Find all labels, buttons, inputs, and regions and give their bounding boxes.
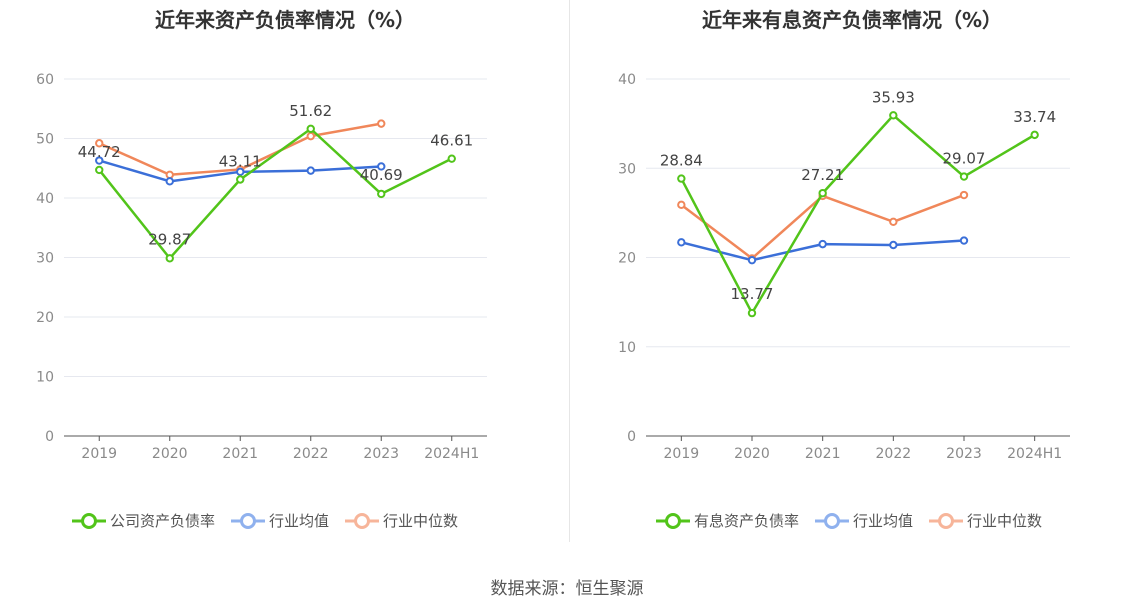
legend-item-company[interactable]: 有息资产负债率 xyxy=(656,510,799,531)
x-tick-label: 2023 xyxy=(946,446,982,462)
data-point-median xyxy=(306,131,315,141)
y-tick-label: 40 xyxy=(36,191,54,207)
right-line-chart: 0 10 20 30 40 2019 2020 2021 2022 2023 2024H1 28.84… xyxy=(618,72,1070,462)
data-point-company xyxy=(447,154,456,163)
legend-label: 有息资产负债率 xyxy=(694,512,800,530)
legend-median-icon xyxy=(929,512,964,529)
y-tick-label: 40 xyxy=(618,72,636,88)
data-label: 28.84 xyxy=(660,152,703,170)
data-point-company xyxy=(377,189,386,199)
y-tick-label: 0 xyxy=(627,429,636,445)
data-label: 46.61 xyxy=(430,132,473,150)
series-line-company xyxy=(680,114,1036,315)
chart-divider xyxy=(569,0,570,542)
legend-item-median[interactable]: 行业中位数 xyxy=(345,510,458,531)
left-chart-title: 近年来资产负债率情况（%） xyxy=(154,8,416,32)
legend-label: 公司资产负债率 xyxy=(110,512,216,530)
data-point-median xyxy=(889,217,898,227)
y-tick-label: 20 xyxy=(36,310,54,326)
x-tick-label: 2024H1 xyxy=(424,446,479,462)
data-point-company xyxy=(959,172,969,181)
legend-label: 行业中位数 xyxy=(967,512,1043,530)
data-point-median xyxy=(165,170,174,179)
legend-label: 行业中位数 xyxy=(383,512,459,530)
left-legend: 公司资产负债率 行业均值 行业中位数 xyxy=(72,510,474,531)
x-tick-label: 2022 xyxy=(876,446,912,462)
y-tick-label: 50 xyxy=(36,132,54,148)
legend-label: 行业均值 xyxy=(269,512,330,530)
x-tick-label: 2019 xyxy=(664,446,700,462)
data-label: 29.07 xyxy=(943,150,986,168)
data-point-company xyxy=(165,254,174,263)
legend-average-icon xyxy=(231,512,266,529)
legend-item-average[interactable]: 行业均值 xyxy=(815,510,913,531)
data-point-average xyxy=(306,166,315,175)
data-point-company xyxy=(236,175,245,184)
legend-item-company[interactable]: 公司资产负债率 xyxy=(72,510,215,531)
data-point-median xyxy=(95,139,104,148)
y-tick-label: 10 xyxy=(618,340,636,356)
legend-company-icon xyxy=(656,512,690,529)
legend-label: 行业均值 xyxy=(853,512,914,530)
x-tick-label: 2021 xyxy=(805,446,841,462)
data-point-median xyxy=(677,200,686,210)
x-tick-label: 2022 xyxy=(293,446,329,462)
legend-item-average[interactable]: 行业均值 xyxy=(231,510,329,531)
data-point-average xyxy=(747,255,757,265)
series-line-median xyxy=(680,193,965,260)
right-chart-title: 近年来有息资产负债率情况（%） xyxy=(701,8,1003,32)
data-point-median xyxy=(377,119,386,128)
y-tick-label: 10 xyxy=(36,370,54,386)
data-label: 35.93 xyxy=(872,88,915,106)
x-tick-label: 2021 xyxy=(222,446,258,462)
data-point-average xyxy=(959,236,969,245)
x-tick-label: 2020 xyxy=(152,446,188,462)
data-point-company xyxy=(889,111,898,120)
data-point-company xyxy=(95,165,104,175)
data-label: 43.11 xyxy=(219,152,262,170)
y-tick-label: 0 xyxy=(45,429,54,445)
series-line-company xyxy=(98,127,453,260)
data-point-company xyxy=(818,188,827,198)
y-tick-label: 60 xyxy=(36,72,54,88)
x-tick-label: 2024H1 xyxy=(1007,446,1062,462)
legend-average-icon xyxy=(815,512,850,529)
right-legend: 有息资产负债率 行业均值 行业中位数 xyxy=(656,510,1058,531)
data-point-average xyxy=(818,239,827,249)
data-label: 33.74 xyxy=(1013,108,1056,126)
data-label: 40.69 xyxy=(360,166,403,184)
data-label: 13.77 xyxy=(731,285,774,303)
data-point-average xyxy=(236,167,245,177)
data-label: 27.21 xyxy=(801,166,844,184)
data-source: 数据来源：恒生聚源 xyxy=(490,579,644,599)
x-tick-label: 2019 xyxy=(81,446,117,462)
legend-company-icon xyxy=(72,512,106,529)
legend-item-median[interactable]: 行业中位数 xyxy=(929,510,1042,531)
data-point-average xyxy=(377,162,386,171)
data-label: 29.87 xyxy=(148,230,191,248)
x-tick-label: 2020 xyxy=(734,446,770,462)
data-label: 44.72 xyxy=(78,143,121,161)
data-label: 51.62 xyxy=(289,102,332,120)
data-point-average xyxy=(165,177,174,186)
data-point-company xyxy=(677,174,686,183)
x-tick-label: 2023 xyxy=(363,446,399,462)
legend-median-icon xyxy=(345,512,380,529)
data-point-median xyxy=(959,190,969,200)
left-line-chart: 0 10 20 30 40 50 60 2019 2020 2021 2022 2023 2024H1 4… xyxy=(36,72,487,462)
data-point-company xyxy=(306,124,315,134)
data-point-average xyxy=(95,156,104,165)
y-tick-label: 30 xyxy=(618,161,636,177)
data-point-average xyxy=(677,238,686,247)
y-tick-label: 20 xyxy=(618,251,636,267)
data-point-average xyxy=(889,240,898,250)
y-tick-label: 30 xyxy=(36,251,54,267)
data-point-company xyxy=(747,308,757,318)
data-point-company xyxy=(1030,130,1039,140)
